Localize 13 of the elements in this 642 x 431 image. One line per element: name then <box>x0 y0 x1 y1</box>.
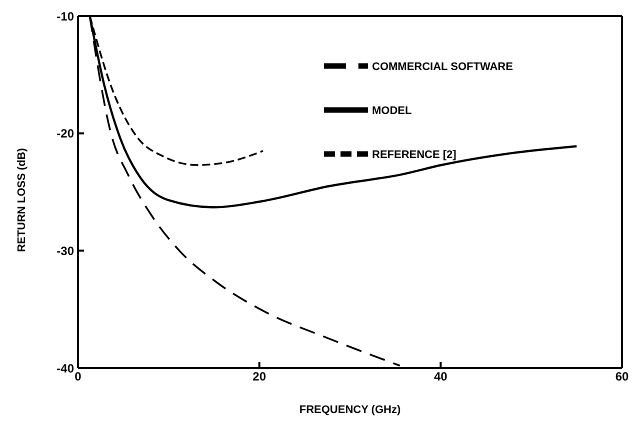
legend-label: MODEL <box>372 105 412 118</box>
y-axis-title: RETURN LOSS (dB) <box>16 148 28 252</box>
y-tick-label: -10 <box>56 9 74 24</box>
y-tick-label: -30 <box>56 244 74 258</box>
x-tick-label: 20 <box>252 370 266 384</box>
y-tick-label: -40 <box>56 361 74 376</box>
y-tick-label: -20 <box>56 126 74 141</box>
x-axis-title: FREQUENCY (GHz) <box>299 404 401 416</box>
legend-label: REFERENCE [2] <box>372 149 456 162</box>
x-tick-label: 0 <box>74 370 82 384</box>
legend-label: COMMERCIAL SOFTWARE <box>372 61 513 74</box>
x-tick-label: 40 <box>434 370 448 384</box>
x-tick-label: 60 <box>615 370 629 384</box>
